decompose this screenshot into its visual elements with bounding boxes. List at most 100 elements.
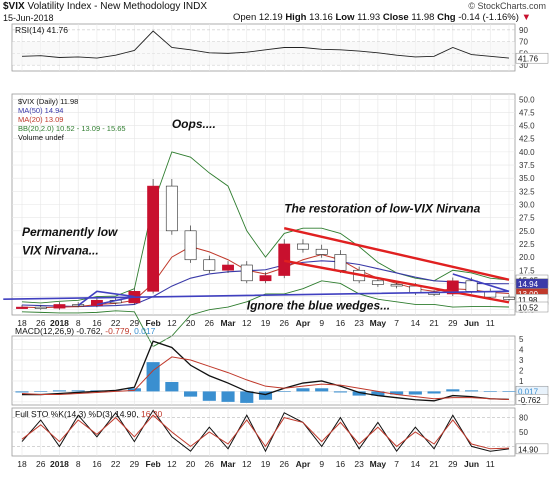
rsi-line [21,30,510,59]
price-tick-label: 30.0 [519,201,535,210]
price-x-label: 23 [354,318,364,328]
sto-x-label: 26 [36,459,46,469]
price-x-label: 14 [411,318,421,328]
price-candle [503,296,515,300]
price-tick-label: 27.5 [519,214,535,223]
price-tick-label: 20.0 [519,253,535,262]
price-tick-label: 17.5 [519,266,535,275]
annotation-1: Oops.... [172,117,216,131]
sto-x-label: 12 [167,459,177,469]
macd-tick-label: 1 [519,377,524,386]
macd-histogram-bar [315,388,329,392]
macd-histogram-bar [483,391,497,393]
annotation-5: Ignore the blue wedges... [247,299,390,313]
macd-histogram-bar [52,390,67,392]
price-tick-label: 40.0 [519,148,535,157]
price-x-label: 20 [186,318,196,328]
macd-histogram-bar [333,391,347,393]
description: Volatility Index - New Methodology [27,1,181,12]
price-candle [34,306,47,309]
price-x-label: 12 [167,318,177,328]
sto-d-line [21,414,510,450]
annotation-3: Permanently low [22,225,118,239]
macd-histogram-bar [427,391,441,394]
price-x-label: 2018 [50,318,69,328]
price-candle [165,185,178,232]
price-tag-close: 11.98 [518,296,538,305]
annotation-2: The restoration of low-VIX Nirvana [284,201,480,215]
macd-histogram-bar [258,391,273,400]
bb-lower-line [21,280,510,348]
price-legend-item: Volume undef [18,133,65,142]
sto-x-label: 26 [205,459,215,469]
price-candle [222,264,234,271]
price-candle [315,248,328,255]
macd-tick-label: 4 [519,346,524,355]
macd-histogram-bar [502,391,516,392]
sto-x-label: 21 [429,459,439,469]
price-candle [147,185,160,292]
sto-x-label: Apr [296,459,311,469]
sto-x-label: 11 [486,459,495,469]
close-value: 11.98 [411,12,435,23]
sto-x-label: 19 [261,459,271,469]
price-x-label: 7 [394,318,399,328]
blue-wedge-2 [3,273,510,301]
header-date: 15-Jun-2018 [3,13,54,23]
price-legend-item: $VIX (Daily) 11.98 [18,97,78,106]
chg-label: Chg [437,12,456,23]
price-x-label: Mar [220,318,236,328]
price-tag-bb: 10.52 [518,304,539,313]
price-candle [465,280,478,292]
price-tick-label: 50.0 [519,95,535,104]
sto-x-label: 12 [242,459,252,469]
price-candle [334,254,347,271]
macd-tick-label: 2 [519,367,524,376]
sto-x-label: 16 [336,459,346,469]
sto-title-part: 16.30 [141,409,163,419]
sto-x-label: 9 [319,459,324,469]
macd-histogram-bar [296,388,310,392]
copyright: © StockCharts.com [468,1,546,11]
price-legend-item: MA(50) 14.94 [18,106,63,115]
price-tick-label: 25.0 [519,227,535,236]
close-label: Close [382,12,409,23]
macd-histogram-bar [221,391,235,402]
macd-histogram-bar [202,391,216,401]
macd-line [22,340,510,402]
sto-x-label: 23 [354,459,364,469]
price-candle [53,304,66,309]
open-label: Open [233,12,257,23]
price-x-label: 21 [429,318,439,328]
price-legend-item: BB(20,2.0) 10.52 - 13.09 - 15.65 [18,124,126,133]
sto-title-part: Full STO %K(14,3) %D(3) 14.90, [15,409,141,419]
rsi-value-tag: 41.76 [518,55,539,64]
macd-tick-label: 3 [519,356,524,365]
macd-histogram-bar [464,390,479,392]
price-tick-label: 32.5 [519,187,535,196]
sto-value-tag: 14.90 [518,445,539,454]
price-x-label: 26 [36,318,46,328]
price-candle [409,285,422,294]
rsi-tick-label: 30 [519,61,528,70]
price-candle [371,280,384,285]
macd-title-part: 0.017 [134,326,156,336]
price-x-label: 9 [319,318,324,328]
ma50-line [21,260,510,308]
price-candle [203,259,216,271]
sto-title: Full STO %K(14,3) %D(3) 14.90, 16.30 [15,409,163,419]
macd-value-tag-box [515,394,549,405]
sto-x-label: 26 [279,459,289,469]
rsi-tick-label: 90 [519,26,528,35]
trend-channel-upper [283,227,510,281]
macd-histogram-bar [34,391,48,393]
macd-histogram-bar [446,389,460,392]
macd-histogram-bar [165,382,179,392]
sto-value-tag-box [515,443,549,455]
macd-histogram-bar [408,391,422,395]
price-tick-label: 42.5 [519,135,535,144]
sto-x-label: 20 [186,459,196,469]
header-title-row: $VIX Volatility Index - New Methodology … [3,1,207,12]
sto-tick-label: 50 [519,428,528,437]
